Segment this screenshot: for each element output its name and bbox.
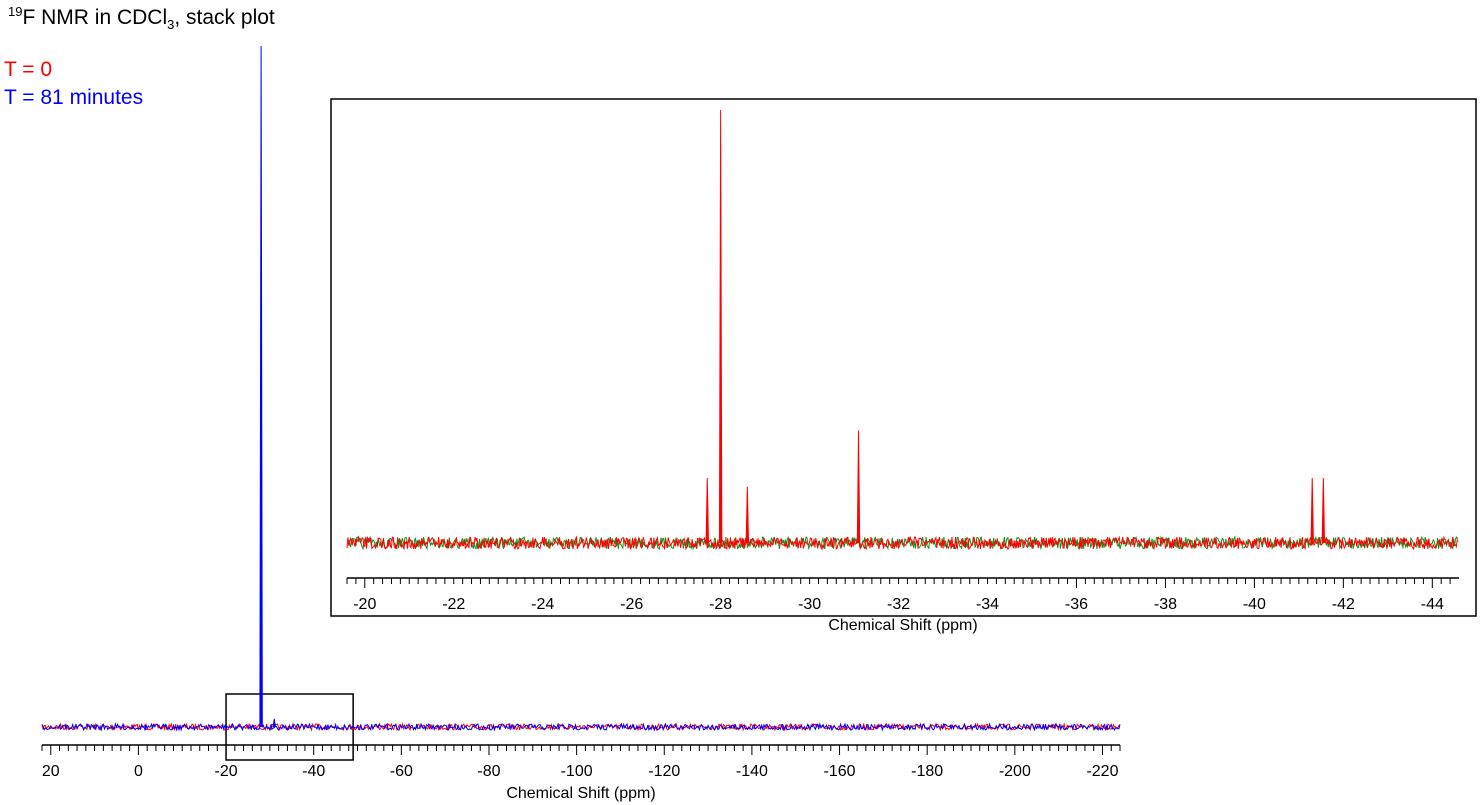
main-trace-t81: [41, 722, 1121, 732]
main-tick-label: -160: [824, 763, 856, 780]
main-x-axis-title: Chemical Shift (ppm): [506, 785, 655, 802]
inset-x-axis-title: Chemical Shift (ppm): [828, 617, 977, 634]
inset-series0-peak: [705, 478, 709, 544]
inset-tick-label: -22: [442, 596, 465, 613]
inset-series0-peak: [718, 109, 723, 544]
main-tick-label: 20: [42, 763, 60, 780]
inset-spectrum: -20 -22 -24 -26 -28 -30 -32 -34 -36 -38 -40 -42 -44 C…: [346, 109, 1459, 634]
inset-trace-t0: [346, 535, 1459, 551]
main-tick-label: -220: [1086, 763, 1118, 780]
main-tick-label: -120: [648, 763, 680, 780]
main-tick-label: -20: [214, 763, 237, 780]
inset-series0-peak: [1321, 478, 1326, 544]
legend-t0: T = 0: [4, 58, 53, 81]
inset-tick-label: -28: [709, 596, 732, 613]
main-tick-label: -80: [477, 763, 500, 780]
main-series1-peak: [272, 718, 276, 728]
main-spectrum: 20 0 -20 -40 -60 -80 -100 -120 -140 -160 -180 -200 -…: [41, 45, 1121, 802]
inset-tick-label: -38: [1154, 596, 1177, 613]
inset-tick-label: -20: [353, 596, 376, 613]
main-tick-label: -180: [911, 763, 943, 780]
inset-series0-peak: [856, 430, 861, 544]
inset-tick-label: -24: [531, 596, 554, 613]
main-tick-label: -100: [561, 763, 593, 780]
inset-frame: [330, 98, 1477, 617]
inset-tick-label: -42: [1332, 596, 1355, 613]
inset-tick-label: -30: [798, 596, 821, 613]
title-subscript: 3: [167, 17, 175, 33]
title-main: F NMR in CDCl: [22, 6, 168, 29]
main-tick-label: -40: [302, 763, 325, 780]
inset-series0-peak: [1310, 478, 1314, 544]
title-isotope: 19: [8, 4, 23, 19]
main-series1-peak: [259, 45, 263, 728]
main-tick-label: -200: [999, 763, 1031, 780]
inset-tick-label: -34: [976, 596, 999, 613]
inset-tick-label: -36: [1065, 596, 1088, 613]
inset-tick-label: -40: [1243, 596, 1266, 613]
main-tick-label: -60: [390, 763, 413, 780]
legend-t81: T = 81 minutes: [4, 86, 144, 109]
main-tick-label: -140: [736, 763, 768, 780]
chart-title: 19F NMR in CDCl3, stack plot: [8, 4, 275, 32]
inset-tick-label: -26: [620, 596, 643, 613]
title-suffix: , stack plot: [174, 6, 275, 29]
main-tick-label: 0: [134, 763, 143, 780]
inset-tick-label: -44: [1421, 596, 1444, 613]
inset-series0-peak: [745, 486, 750, 544]
inset-tick-label: -32: [887, 596, 910, 613]
